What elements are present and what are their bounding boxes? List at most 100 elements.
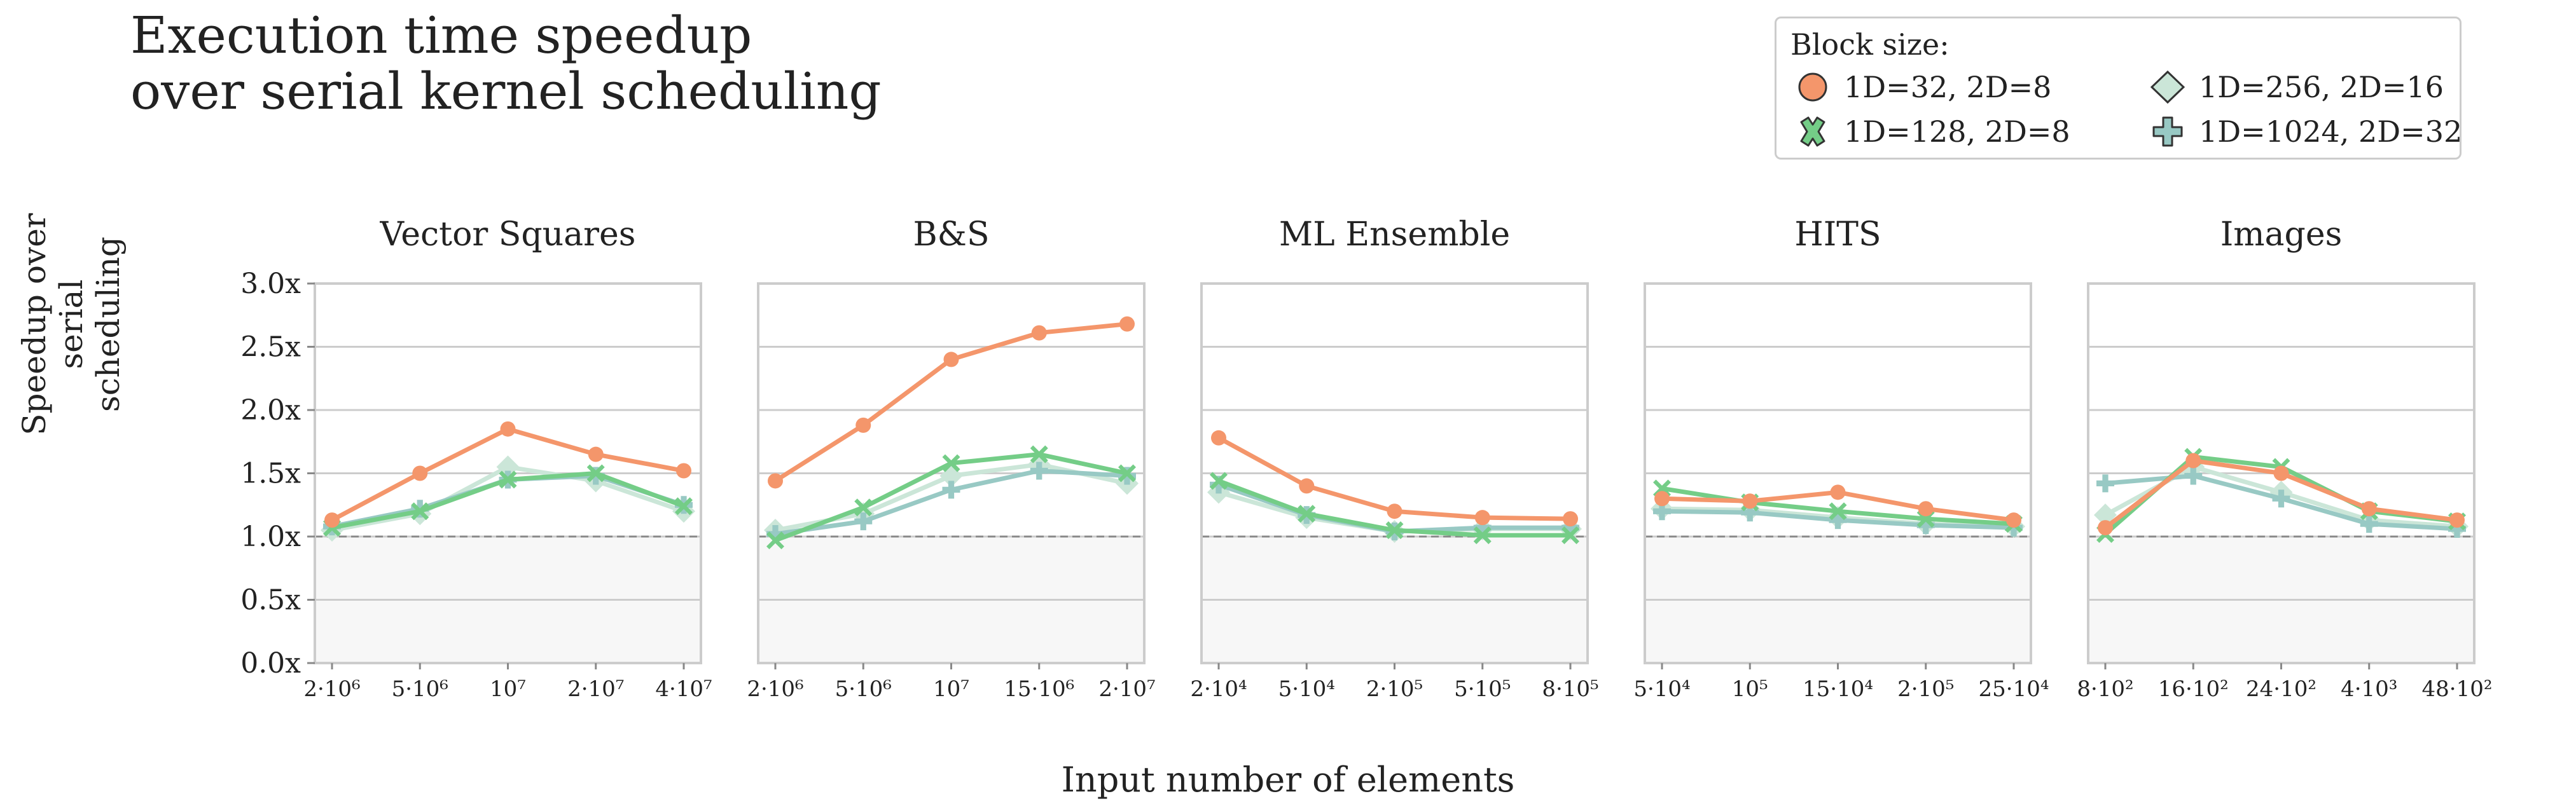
x-tick-label: 5·10⁴: [1633, 676, 1690, 702]
data-point: [1563, 511, 1578, 527]
data-point: [1829, 511, 1847, 530]
y-tick-label: 0.5x: [240, 584, 301, 617]
x-axis-label: Input number of elements: [1061, 760, 1515, 800]
data-point: [943, 352, 959, 367]
data-point: [1119, 316, 1135, 332]
data-point: [1210, 476, 1228, 494]
data-point: [1741, 503, 1759, 522]
panel-title: Vector Squares: [380, 216, 636, 254]
data-point: [412, 465, 428, 481]
x-marker-icon: [1800, 116, 1825, 147]
data-point: [2098, 520, 2113, 536]
y-tick-label: 0.0x: [240, 647, 301, 680]
data-point: [2361, 501, 2377, 517]
x-tick-label: 16·10²: [2158, 676, 2229, 702]
y-tick-label: 1.5x: [240, 458, 301, 490]
legend-item-1d256: 1D=256, 2D=16: [2145, 68, 2444, 106]
data-point: [324, 512, 340, 528]
data-point: [2006, 512, 2021, 528]
y-tick-label: 2.0x: [240, 394, 301, 427]
data-point: [1298, 505, 1316, 523]
data-point: [411, 502, 429, 521]
data-point: [2448, 520, 2466, 538]
data-point: [942, 454, 960, 472]
legend-item-1d1024: 1D=1024, 2D=32: [2145, 113, 2462, 151]
data-point: [768, 473, 783, 489]
data-point: [2360, 515, 2378, 533]
legend-label: 1D=128, 2D=8: [1844, 114, 2070, 149]
data-point: [2184, 467, 2203, 485]
data-point: [2272, 489, 2290, 508]
data-point: [1829, 502, 1847, 521]
x-tick-label: 4·10⁷: [655, 676, 712, 702]
x-tick-label: 2·10⁷: [1098, 676, 1155, 702]
panel-title: B&S: [913, 216, 989, 254]
data-point: [766, 531, 784, 549]
legend-label: 1D=256, 2D=16: [2199, 70, 2444, 104]
data-point: [1654, 491, 1670, 507]
x-tick-label: 2·10⁵: [1366, 676, 1423, 702]
data-point: [588, 446, 604, 462]
x-tick-label: 10⁵: [1732, 676, 1768, 702]
y-tick-label: 2.5x: [240, 331, 301, 364]
x-tick-label: 8·10²: [2077, 676, 2133, 702]
data-point: [1830, 484, 1846, 500]
data-point: [676, 463, 691, 479]
panel-title: HITS: [1794, 216, 1881, 254]
y-tick-label: 3.0x: [240, 268, 301, 300]
data-point: [1210, 472, 1228, 490]
x-tick-label: 4·10³: [2341, 676, 2397, 702]
data-point: [1473, 519, 1492, 537]
x-tick-label: 5·10⁶: [392, 676, 448, 702]
data-point: [855, 417, 871, 433]
legend-title: Block size:: [1790, 27, 1949, 62]
data-point: [500, 421, 516, 437]
figure-title-line-2: over serial kernel scheduling: [130, 62, 882, 121]
data-point: [2273, 465, 2289, 481]
data-point: [1030, 462, 1048, 480]
x-tick-label: 2·10⁵: [1897, 676, 1954, 702]
legend-item-1d128: 1D=128, 2D=8: [1790, 113, 2070, 151]
x-tick-label: 25·10⁴: [1979, 676, 2049, 702]
data-point: [675, 497, 693, 516]
x-tick-label: 8·10⁵: [1542, 676, 1598, 702]
data-point: [499, 470, 517, 489]
x-tick-label: 5·10⁵: [1454, 676, 1511, 702]
data-point: [1299, 478, 1315, 494]
data-point: [942, 481, 960, 499]
data-point: [2185, 453, 2201, 469]
data-point: [854, 498, 873, 517]
y-tick-label: 1.0x: [240, 521, 301, 553]
data-point: [1030, 445, 1048, 463]
legend-label: 1D=32, 2D=8: [1844, 70, 2052, 104]
data-point: [2096, 474, 2114, 493]
x-tick-label: 15·10⁴: [1803, 676, 1873, 702]
x-tick-label: 10⁷: [933, 676, 969, 702]
data-point: [1473, 526, 1492, 545]
figure-title-line-1: Execution time speedup: [130, 6, 752, 65]
data-point: [2449, 512, 2465, 528]
plus-marker-icon: [2152, 116, 2183, 147]
x-tick-label: 5·10⁴: [1278, 676, 1335, 702]
data-point: [1653, 502, 1671, 521]
figure-title: Execution time speedup over serial kerne…: [130, 8, 882, 120]
x-tick-label: 5·10⁶: [835, 676, 892, 702]
data-point: [766, 525, 784, 544]
data-point: [1211, 430, 1226, 446]
circle-marker-icon: [1798, 72, 1827, 102]
data-point: [1387, 503, 1402, 519]
data-point: [1918, 501, 1934, 517]
x-tick-label: 2·10⁶: [303, 676, 360, 702]
data-point: [1742, 493, 1758, 509]
data-point: [586, 464, 605, 483]
legend-item-1d32: 1D=32, 2D=8: [1790, 68, 2051, 106]
data-point: [1916, 516, 1935, 535]
x-tick-label: 10⁷: [490, 676, 526, 702]
panel-title: ML Ensemble: [1279, 216, 1510, 254]
data-point: [1118, 464, 1136, 483]
data-point: [1474, 510, 1490, 526]
x-tick-label: 48·10²: [2422, 676, 2493, 702]
x-tick-label: 2·10⁷: [567, 676, 624, 702]
data-point: [854, 512, 873, 531]
data-point: [1031, 325, 1047, 341]
